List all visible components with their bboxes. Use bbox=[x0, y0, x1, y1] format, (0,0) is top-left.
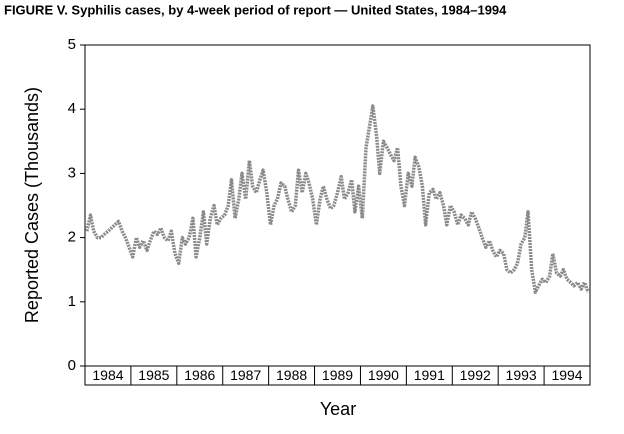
x-tick-label: 1992 bbox=[460, 367, 491, 383]
x-tick-label: 1990 bbox=[368, 367, 399, 383]
chart-title: FIGURE V. Syphilis cases, by 4-week peri… bbox=[4, 2, 507, 17]
y-tick-label: 0 bbox=[68, 357, 76, 374]
x-tick-label: 1988 bbox=[276, 367, 307, 383]
x-tick-label: 1989 bbox=[322, 367, 353, 383]
y-tick-label: 3 bbox=[68, 164, 76, 181]
y-tick-label: 2 bbox=[68, 229, 76, 246]
x-tick-label: 1984 bbox=[92, 367, 123, 383]
x-tick-label: 1993 bbox=[506, 367, 537, 383]
series-line bbox=[85, 104, 590, 294]
x-axis-label: Year bbox=[320, 399, 356, 419]
y-tick-label: 4 bbox=[68, 100, 76, 117]
y-tick-label: 1 bbox=[68, 293, 76, 310]
x-tick-label: 1994 bbox=[551, 367, 582, 383]
plot-frame bbox=[84, 44, 591, 386]
x-tick-label: 1986 bbox=[184, 367, 215, 383]
x-tick-label: 1987 bbox=[230, 367, 261, 383]
y-tick-label: 5 bbox=[68, 36, 76, 53]
y-axis-label: Reported Cases (Thousands) bbox=[22, 87, 42, 323]
x-tick-label: 1991 bbox=[414, 367, 445, 383]
x-tick-label: 1985 bbox=[138, 367, 169, 383]
